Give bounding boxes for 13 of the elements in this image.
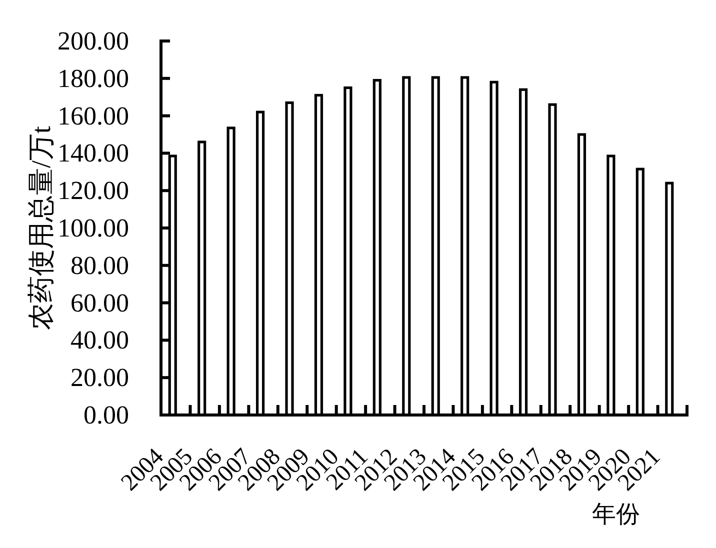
y-tick-label: 140.00 xyxy=(58,138,129,168)
y-axis-title: 农药使用总量/万t xyxy=(26,126,56,330)
y-tick-label: 0.00 xyxy=(84,400,129,430)
y-tick-label: 20.00 xyxy=(70,363,129,392)
y-tick-label: 180.00 xyxy=(58,64,129,93)
y-tick-label: 160.00 xyxy=(58,101,129,130)
y-tick-label: 120.00 xyxy=(58,176,129,206)
y-tick-label: 100.00 xyxy=(58,214,129,242)
y-tick-label: 60.00 xyxy=(70,288,129,318)
x-axis-title: 年份 xyxy=(592,502,640,528)
y-tick-label: 80.00 xyxy=(70,250,129,280)
y-tick-label: 40.00 xyxy=(70,326,129,355)
y-tick-label: 200.00 xyxy=(58,26,129,56)
